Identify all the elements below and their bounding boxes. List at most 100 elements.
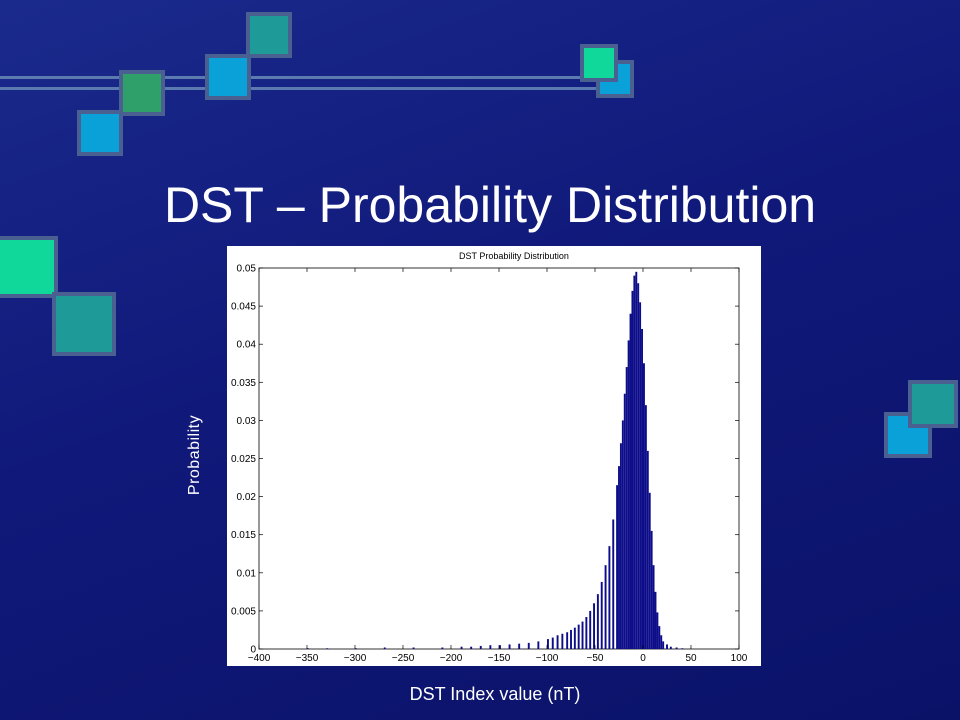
bars-group — [307, 271, 684, 649]
histogram-bar — [561, 633, 564, 649]
histogram-bar — [616, 485, 619, 649]
y-tick-label: 0.01 — [237, 568, 257, 579]
histogram-bar — [619, 443, 622, 649]
histogram-bar — [662, 641, 665, 649]
histogram-bar — [621, 420, 624, 649]
histogram-bar — [570, 629, 572, 649]
histogram-bar — [637, 283, 640, 649]
y-tick-label: 0.005 — [231, 606, 256, 617]
histogram-bar — [593, 603, 595, 649]
connector-line-top — [0, 76, 630, 90]
histogram-bar — [618, 466, 620, 649]
histogram-bar — [656, 612, 659, 649]
y-axis-label: Probability — [186, 414, 203, 496]
histogram-bar — [669, 646, 672, 649]
histogram-bar — [675, 647, 678, 649]
chart-panel: DST Probability Distribution −400 −350 −30… — [227, 246, 761, 666]
histogram-bar — [470, 646, 473, 649]
x-axis-label: DST Index value (nT) — [409, 684, 581, 704]
square-icon — [908, 380, 958, 428]
histogram-bar — [658, 626, 661, 649]
histogram-bar — [652, 565, 655, 649]
y-tick-label: 0.04 — [237, 340, 257, 351]
x-tick-label: 100 — [731, 653, 748, 664]
x-tick-label: −100 — [536, 653, 559, 664]
histogram-bar — [566, 632, 569, 649]
histogram-bar — [635, 271, 638, 649]
histogram-bar — [547, 639, 549, 649]
histogram-bar — [641, 328, 643, 649]
histogram-bar — [596, 594, 599, 649]
histogram-bar — [383, 647, 386, 649]
histogram-bar — [660, 635, 663, 649]
histogram-bar — [654, 591, 657, 649]
y-tick-label: 0.05 — [237, 264, 257, 275]
histogram-bar — [479, 645, 482, 649]
histogram-bar — [537, 641, 540, 649]
y-tick-label: 0.045 — [231, 302, 256, 313]
histogram-bar — [648, 492, 651, 649]
square-icon — [246, 12, 292, 58]
slide-title: DST – Probability Distribution — [163, 177, 817, 233]
histogram-bar — [631, 290, 634, 649]
histogram-bar — [600, 581, 603, 649]
square-icon — [580, 44, 618, 82]
x-tick-label: −150 — [488, 653, 511, 664]
histogram-bar — [623, 393, 626, 649]
histogram-bar — [627, 340, 630, 649]
square-icon — [205, 54, 251, 100]
square-icon — [0, 236, 58, 298]
histogram-bar — [585, 617, 588, 649]
histogram-bar — [666, 644, 668, 649]
y-tick-label: 0.03 — [237, 416, 257, 427]
histogram-bar — [612, 519, 615, 649]
histogram-bar — [326, 648, 329, 649]
histogram-bar — [650, 530, 653, 649]
histogram-bar — [589, 610, 592, 649]
square-icon — [119, 70, 165, 116]
histogram-bar — [646, 450, 649, 649]
y-ticks-group: 0 0.005 0.01 0.015 0.02 0.025 0.03 0.035 0.04 0.0… — [231, 264, 739, 656]
y-tick-label: 0.035 — [231, 378, 256, 389]
histogram-bar — [551, 637, 554, 649]
histogram-bar — [556, 635, 559, 649]
histogram-bar — [629, 313, 632, 649]
histogram-bar — [412, 647, 415, 649]
histogram-bar — [644, 405, 647, 649]
histogram-bar — [577, 624, 580, 649]
histogram-bar — [499, 645, 501, 649]
x-tick-label: −200 — [440, 653, 463, 664]
histogram-bar — [581, 621, 584, 649]
histogram-chart: DST Probability Distribution −400 −350 −30… — [231, 251, 748, 664]
histogram-bar — [625, 367, 628, 649]
x-ticks-group: −400 −350 −300 −250 −200 −150 −100 −50 0 50 100 — [248, 268, 748, 664]
plot-frame — [258, 267, 740, 650]
histogram-bar — [573, 627, 576, 649]
x-tick-label: −50 — [587, 653, 604, 664]
x-tick-label: 0 — [640, 653, 646, 664]
histogram-bar — [460, 646, 463, 649]
square-icon — [77, 110, 123, 156]
y-tick-label: 0.025 — [231, 454, 256, 465]
histogram-bar — [639, 302, 642, 649]
y-tick-label: 0 — [250, 645, 256, 656]
histogram-bar — [527, 642, 530, 649]
x-tick-label: −250 — [392, 653, 415, 664]
y-tick-label: 0.02 — [237, 492, 257, 503]
histogram-bar — [307, 648, 309, 649]
histogram-bar — [681, 648, 684, 649]
x-tick-label: 50 — [685, 653, 697, 664]
square-icon — [52, 292, 116, 356]
y-tick-label: 0.015 — [231, 530, 256, 541]
histogram-bar — [489, 645, 492, 649]
x-tick-label: −400 — [248, 653, 271, 664]
histogram-bar — [518, 643, 521, 649]
histogram-bar — [355, 648, 357, 649]
histogram-bar — [508, 644, 511, 649]
histogram-bar — [608, 546, 611, 649]
x-tick-label: −300 — [344, 653, 367, 664]
x-tick-label: −350 — [296, 653, 319, 664]
histogram-bar — [441, 647, 444, 649]
chart-title: DST Probability Distribution — [459, 251, 569, 261]
histogram-bar — [633, 275, 636, 649]
